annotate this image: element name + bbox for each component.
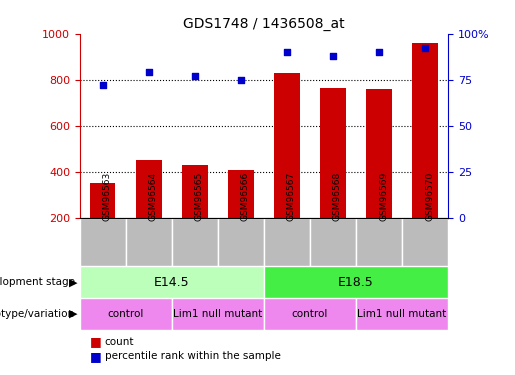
Bar [264,266,448,298]
Bar [228,170,253,263]
Point [375,49,383,55]
Text: ■: ■ [90,350,102,363]
Point [191,73,199,79]
Text: E14.5: E14.5 [154,276,190,289]
Text: GSM96567: GSM96567 [287,172,296,221]
Bar [80,217,126,266]
Text: control: control [292,309,328,319]
Bar [80,298,172,330]
Point [421,45,429,51]
Bar [90,183,115,263]
Text: control: control [108,309,144,319]
Text: count: count [105,337,134,347]
Text: GSM96570: GSM96570 [425,172,434,221]
Text: GSM96565: GSM96565 [195,172,204,221]
Text: ▶: ▶ [68,309,77,319]
Text: GSM96563: GSM96563 [103,172,112,221]
Bar [264,298,356,330]
Point [145,69,153,75]
Bar [172,217,218,266]
Bar [356,217,402,266]
Text: ▶: ▶ [68,277,77,287]
Point [329,53,337,59]
Text: Lim1 null mutant: Lim1 null mutant [173,309,263,319]
Text: development stage: development stage [0,277,75,287]
Text: Lim1 null mutant: Lim1 null mutant [357,309,447,319]
Text: GSM96564: GSM96564 [149,172,158,221]
Bar [356,298,448,330]
Bar [126,217,172,266]
Bar [218,217,264,266]
Bar [366,89,392,263]
Title: GDS1748 / 1436508_at: GDS1748 / 1436508_at [183,17,345,32]
Bar [136,160,162,263]
Bar [402,217,448,266]
Text: GSM96566: GSM96566 [241,172,250,221]
Bar [264,217,310,266]
Text: GSM96568: GSM96568 [333,172,342,221]
Bar [80,266,264,298]
Text: GSM96569: GSM96569 [379,172,388,221]
Text: genotype/variation: genotype/variation [0,309,75,319]
Point [283,49,291,55]
Text: ■: ■ [90,336,102,348]
Bar [274,73,300,263]
Bar [182,165,208,263]
Point [237,77,245,83]
Bar [310,217,356,266]
Text: E18.5: E18.5 [338,276,374,289]
Bar [172,298,264,330]
Bar [320,88,346,263]
Point [99,82,107,88]
Text: percentile rank within the sample: percentile rank within the sample [105,351,281,361]
Bar [413,43,438,263]
